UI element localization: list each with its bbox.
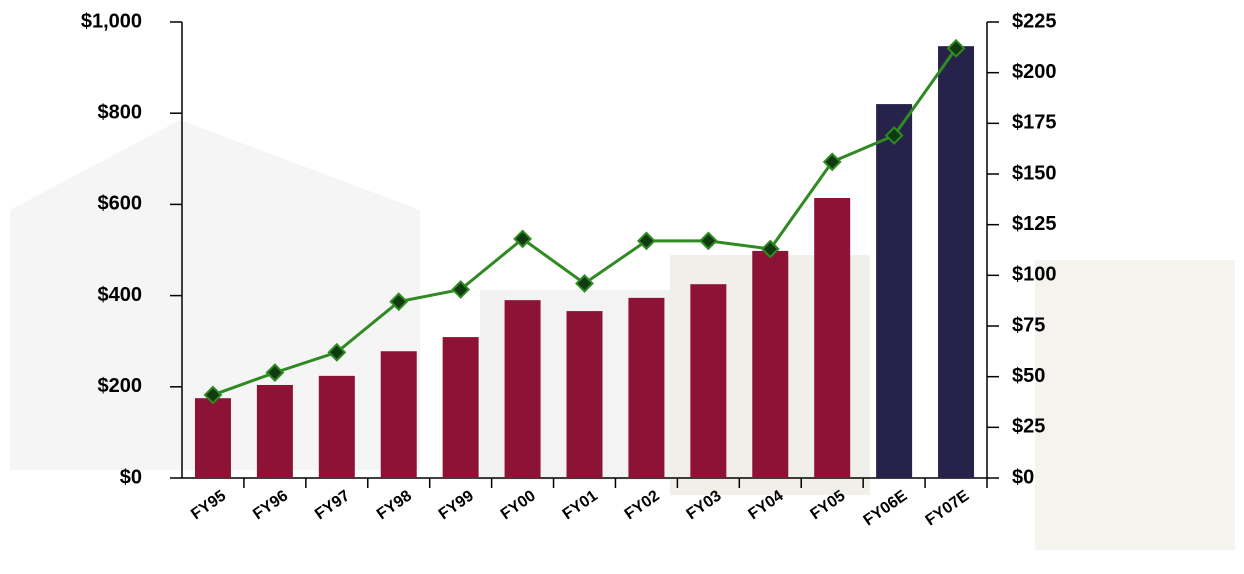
bar <box>628 297 665 478</box>
y-tick-label: $600 <box>98 193 143 215</box>
bar <box>318 375 355 478</box>
line-marker <box>513 229 532 249</box>
y-tick-label: $800 <box>98 101 143 123</box>
bar <box>876 104 913 478</box>
bar <box>194 398 231 478</box>
line-marker <box>327 342 347 362</box>
bar <box>256 384 293 478</box>
x-tick-label: FY02 <box>622 487 663 523</box>
y2-tick-label: $25 <box>1012 416 1045 438</box>
bar <box>752 250 789 478</box>
x-tick-label: FY07E <box>923 487 973 529</box>
y2-tick-label: $75 <box>1012 314 1045 336</box>
y-tick-label: $200 <box>98 375 143 397</box>
y2-tick-label: $50 <box>1012 365 1045 387</box>
line-marker <box>203 385 223 405</box>
x-tick-label: FY99 <box>436 487 477 523</box>
y2-tick-label: $0 <box>1012 466 1034 488</box>
bar <box>504 300 541 478</box>
y-tick-label: $1,000 <box>81 10 142 32</box>
line-marker <box>389 292 409 312</box>
line-marker <box>884 126 904 145</box>
y2-tick-label: $175 <box>1012 112 1057 134</box>
y2-tick-label: $125 <box>1012 213 1057 235</box>
x-tick-label: FY00 <box>498 487 539 523</box>
bar <box>566 311 603 478</box>
x-tick-label: FY01 <box>560 487 601 523</box>
y-tick-label: $0 <box>120 466 142 488</box>
line-marker <box>575 274 594 293</box>
line-marker <box>451 280 471 299</box>
x-tick-label: FY95 <box>188 487 229 523</box>
line-marker <box>698 231 718 251</box>
line-marker <box>760 239 780 259</box>
x-tick-label: FY96 <box>250 487 291 523</box>
background <box>10 120 1235 550</box>
y2-tick-label: $100 <box>1012 264 1057 286</box>
x-tick-label: FY98 <box>374 487 415 523</box>
line-marker <box>265 363 285 383</box>
y2-tick-label: $150 <box>1012 162 1057 184</box>
bar <box>938 46 975 478</box>
y-tick-label: $400 <box>98 284 143 306</box>
line-marker <box>822 152 842 172</box>
x-tick-label: FY97 <box>312 487 353 523</box>
y2-tick-label: $200 <box>1012 61 1057 83</box>
bar <box>380 351 417 478</box>
bar <box>442 337 479 478</box>
line-marker <box>946 38 966 58</box>
bar <box>814 198 851 479</box>
y2-tick-label: $225 <box>1012 10 1057 32</box>
bar <box>690 284 727 478</box>
line-marker <box>637 231 656 251</box>
